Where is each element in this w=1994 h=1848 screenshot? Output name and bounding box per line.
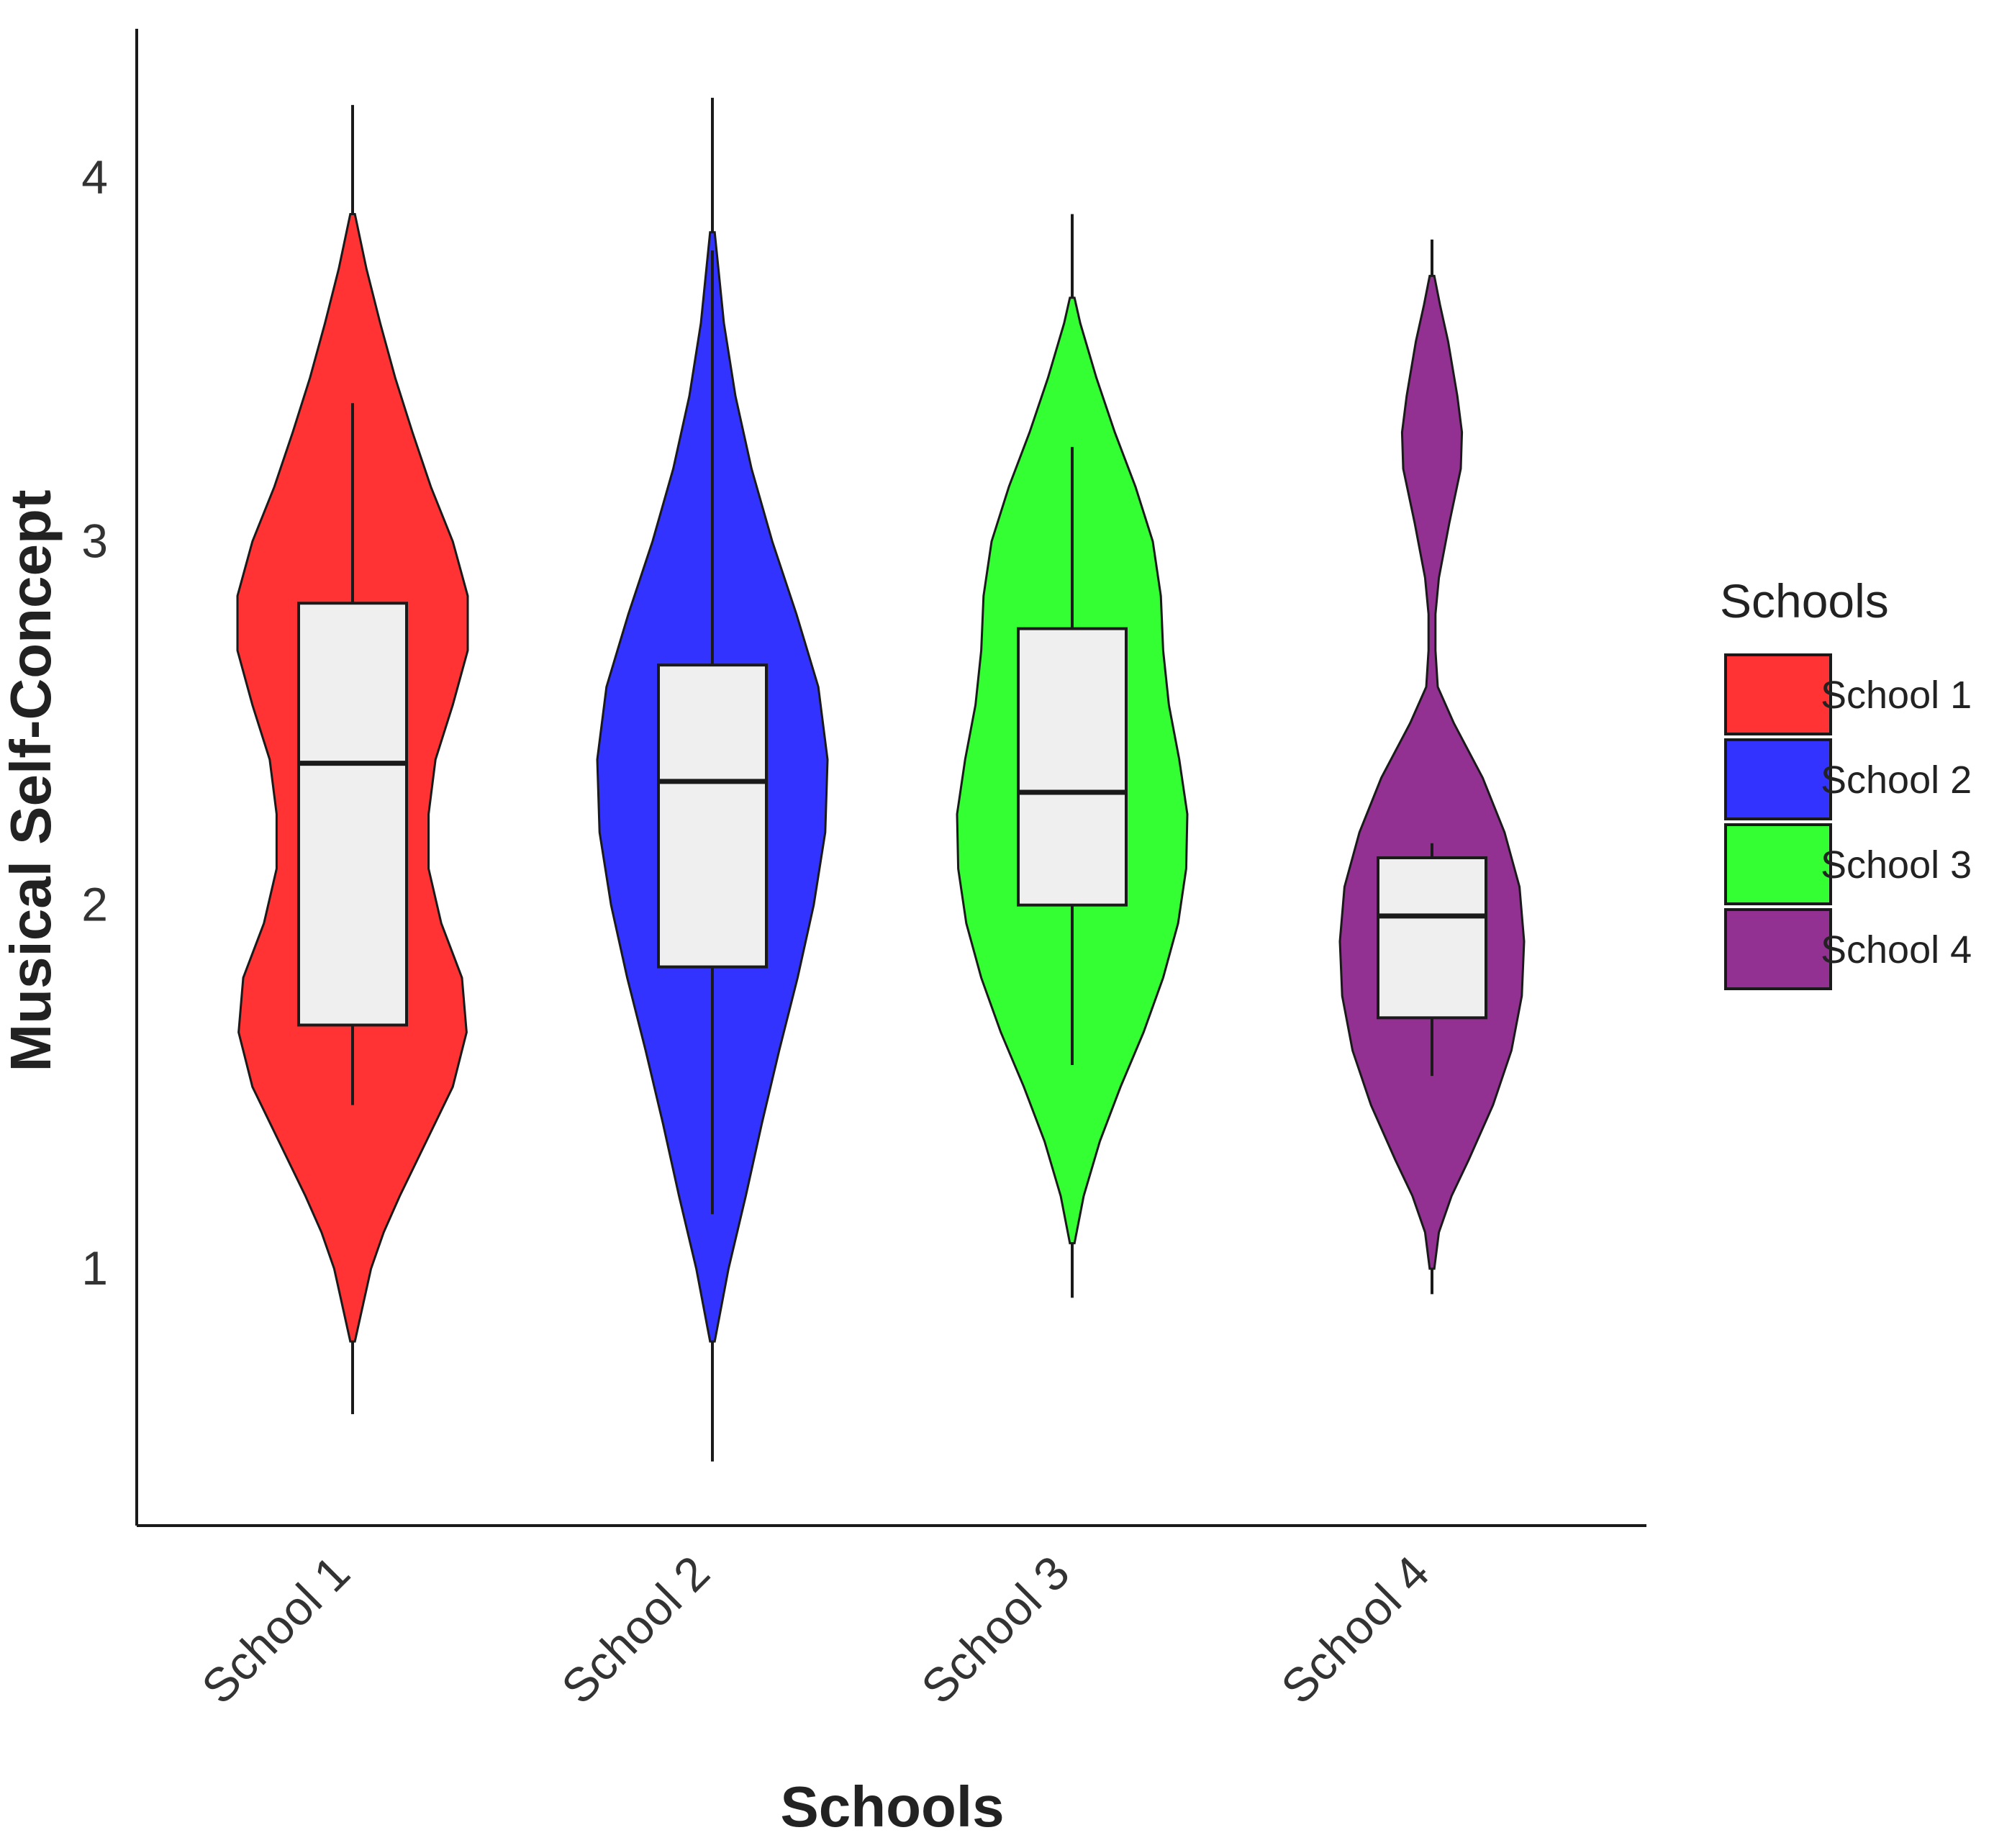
- boxplot-box-school-2: [657, 663, 768, 969]
- legend-label-school-2: School 2: [1821, 758, 1972, 802]
- violin-school-4: [1338, 274, 1526, 1270]
- legend: Schools School 1 School 2 School 3 School 4: [1720, 574, 1972, 990]
- legend-key-school-1: [1724, 653, 1832, 735]
- legend-key-school-3: [1724, 823, 1832, 905]
- boxplot-box-school-1: [297, 602, 408, 1027]
- legend-key-school-2: [1724, 738, 1832, 820]
- y-tick-label: 1: [81, 1241, 108, 1295]
- legend-label-school-3: School 3: [1821, 843, 1972, 887]
- y-tick-label: 3: [81, 514, 108, 567]
- y-tick-label: 2: [81, 878, 108, 931]
- legend-label-school-1: School 1: [1821, 674, 1972, 717]
- legend-key-school-4: [1724, 908, 1832, 990]
- plot-marks: [236, 97, 1526, 1462]
- legend-title: Schools: [1720, 574, 1889, 628]
- boxplot-box-school-3: [1017, 627, 1128, 907]
- x-axis-title: Schools: [780, 1775, 1004, 1839]
- y-axis-title: Musical Self-Concept: [0, 489, 63, 1072]
- boxplot-box-school-4: [1377, 856, 1487, 1020]
- y-tick-label: 4: [81, 150, 108, 204]
- legend-label-school-4: School 4: [1821, 928, 1972, 971]
